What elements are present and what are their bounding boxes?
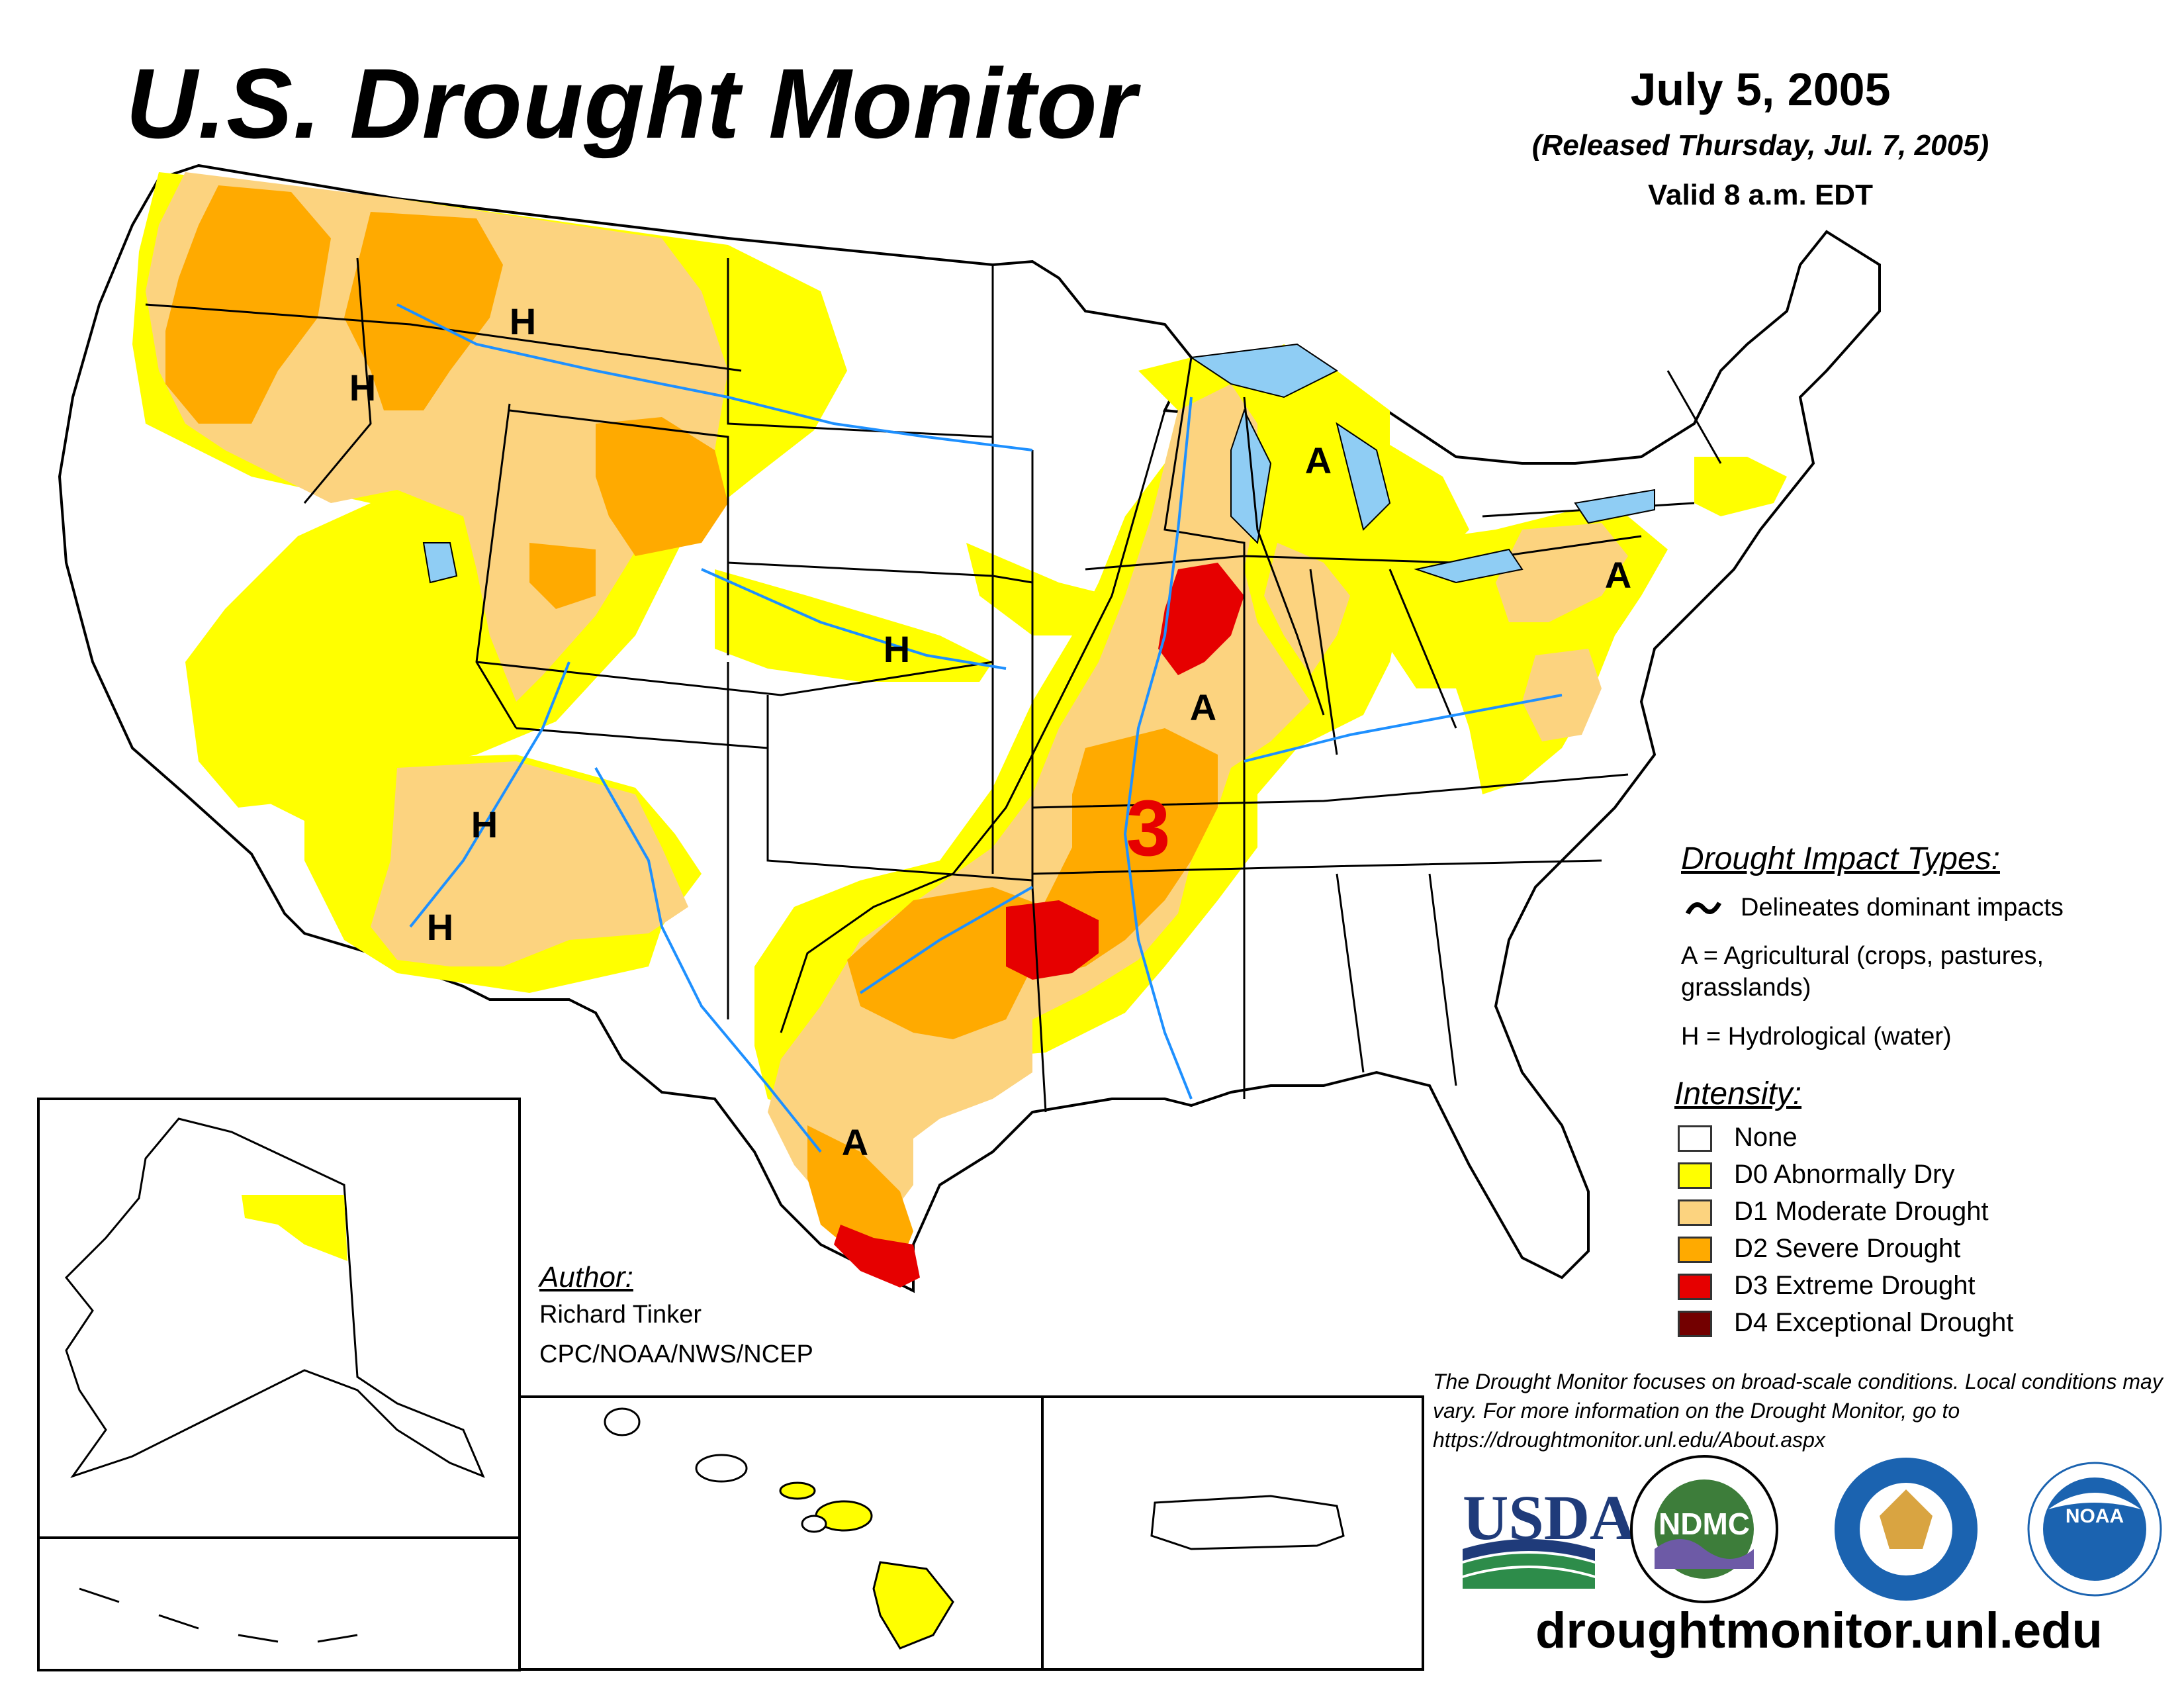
label-d2: D2 Severe Drought [1734, 1234, 1961, 1263]
impact-boundaries [780, 397, 1325, 1033]
label-d3: D3 Extreme Drought [1734, 1271, 1976, 1300]
label-a-1: A [1305, 440, 1332, 481]
map-date: July 5, 2005 [1630, 64, 1891, 115]
impact-marker-3: 3 [1126, 784, 1171, 872]
d2-areas [165, 185, 1218, 1264]
website-link[interactable]: droughtmonitor.unl.edu [1535, 1603, 2103, 1659]
author-org: CPC/NOAA/NWS/NCEP [539, 1340, 813, 1368]
swatch-d0 [1678, 1162, 1712, 1189]
intensity-heading: Intensity: [1674, 1076, 1802, 1111]
impact-delineates-label: Delineates dominant impacts [1741, 894, 2064, 921]
page-title: U.S. Drought Monitor [126, 48, 1138, 159]
label-a-3: A [1190, 686, 1216, 728]
d3-areas [834, 563, 1244, 1288]
label-d4: D4 Exceptional Drought [1734, 1308, 2014, 1337]
hawaii-inset-frame [518, 1395, 1044, 1671]
disclaimer-text: The Drought Monitor focuses on broad-sca… [1433, 1370, 2163, 1452]
hawaii-islands [604, 1407, 954, 1650]
label-h-4: H [471, 804, 498, 845]
impact-agricultural-label: A = Agricultural (crops, pastures, grass… [1681, 942, 2044, 1002]
label-d0: D0 Abnormally Dry [1734, 1160, 1955, 1189]
swatch-none [1678, 1125, 1712, 1152]
alaska-d0 [242, 1195, 347, 1261]
author-name: Richard Tinker [539, 1301, 702, 1329]
ndmc-logo-text: NDMC [1659, 1507, 1750, 1541]
label-a-4: A [842, 1121, 868, 1163]
commerce-logo [1832, 1455, 1980, 1603]
impact-hydrological-label: H = Hydrological (water) [1681, 1023, 1952, 1051]
release-date: (Released Thursday, Jul. 7, 2005) [1531, 129, 1989, 162]
swatch-d3 [1678, 1274, 1712, 1300]
impact-types-heading: Drought Impact Types: [1681, 841, 2000, 876]
great-lakes [422, 343, 1655, 584]
label-h-1: H [510, 301, 536, 342]
valid-time: Valid 8 a.m. EDT [1648, 179, 1873, 211]
puerto-rico-land [1150, 1495, 1345, 1550]
swatch-d2 [1678, 1237, 1712, 1263]
usda-logo: USDA [1463, 1482, 1635, 1589]
impact-labels: H H H H H A A A A [349, 301, 1631, 1163]
noaa-logo: NOAA [2027, 1462, 2162, 1597]
aleutian-islands [79, 1587, 358, 1643]
label-h-3: H [884, 628, 910, 670]
rivers [396, 303, 1563, 1153]
impact-delineator-icon [1685, 902, 1722, 915]
label-d1: D1 Moderate Drought [1734, 1197, 1989, 1226]
noaa-logo-text: NOAA [2066, 1505, 2124, 1527]
ndmc-logo: NDMC [1630, 1455, 1778, 1603]
aleutian-inset-frame [37, 1536, 521, 1671]
alaska-land [64, 1117, 485, 1478]
swatch-d1 [1678, 1199, 1712, 1226]
label-h-2: H [349, 367, 376, 408]
label-h-5: H [427, 906, 453, 948]
intensity-legend: None D0 Abnormally Dry D1 Moderate Droug… [1678, 1123, 2181, 1350]
author-heading: Author: [539, 1261, 633, 1293]
swatch-d4 [1678, 1311, 1712, 1337]
label-none: None [1734, 1123, 1797, 1152]
label-a-2: A [1605, 554, 1631, 596]
